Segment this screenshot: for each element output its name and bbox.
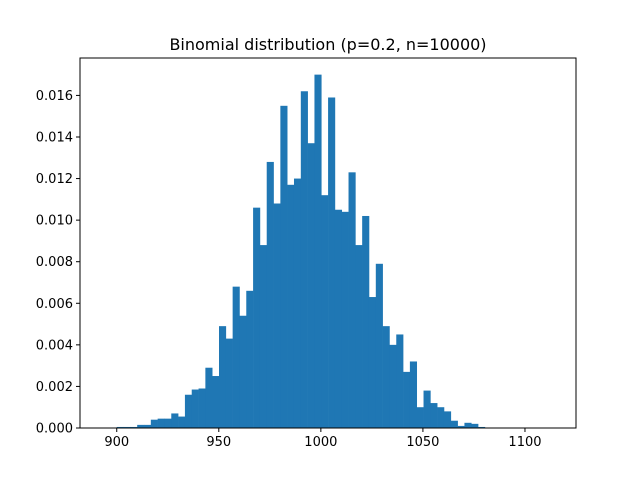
x-axis-ticks: 900 950 1000 1050 1100 <box>104 428 542 450</box>
histogram-bar <box>321 195 329 428</box>
histogram-bar <box>423 390 431 428</box>
x-tick-label: 950 <box>206 435 231 450</box>
bars-group <box>116 74 486 429</box>
histogram-bar <box>253 207 261 428</box>
histogram-bar <box>150 419 158 428</box>
histogram-bar <box>184 394 193 428</box>
histogram-bar <box>437 407 445 428</box>
histogram-bar <box>443 411 452 428</box>
histogram-bar <box>232 286 240 428</box>
x-tick-label: 1100 <box>508 435 541 450</box>
histogram-bar <box>164 418 172 428</box>
y-tick-label: 0.016 <box>36 89 73 104</box>
histogram-bar <box>266 161 274 428</box>
y-tick-label: 0.002 <box>36 380 73 395</box>
histogram-bar <box>123 426 131 428</box>
histogram-bar <box>157 418 165 428</box>
histogram-bar <box>198 388 206 428</box>
histogram-bar <box>403 371 411 428</box>
histogram-bar <box>130 426 138 428</box>
histogram-bar <box>375 263 383 428</box>
histogram-bar <box>259 245 268 428</box>
chart-title: Binomial distribution (p=0.2, n=10000) <box>169 35 486 54</box>
histogram-bar <box>246 290 254 428</box>
histogram-bar <box>382 326 390 428</box>
histogram-bar <box>328 97 336 429</box>
histogram-bar <box>307 143 315 428</box>
y-tick-label: 0.014 <box>36 130 73 145</box>
histogram-bar <box>348 172 356 428</box>
histogram-bar <box>205 367 213 428</box>
histogram-bar <box>293 178 302 428</box>
histogram-bar <box>212 376 220 428</box>
histogram-bar <box>457 425 465 428</box>
histogram-bar <box>430 403 438 428</box>
plot-area-frame <box>79 57 577 429</box>
histogram-bar <box>471 423 479 428</box>
histogram-bar <box>239 315 247 428</box>
x-tick-label: 1000 <box>304 435 337 450</box>
x-tick-label: 1050 <box>406 435 439 450</box>
histogram-bar <box>334 209 343 428</box>
histogram-bar <box>144 424 152 428</box>
histogram-bar <box>409 361 418 428</box>
histogram-bar <box>191 389 199 428</box>
histogram-bar <box>341 211 349 428</box>
histogram-bar <box>171 413 179 428</box>
histogram-bar <box>137 424 145 428</box>
histogram-bar <box>396 334 404 428</box>
histogram-bar <box>389 344 397 428</box>
histogram-bar <box>273 203 281 428</box>
histogram-bar <box>362 215 370 428</box>
histogram-bar <box>280 105 288 428</box>
y-tick-label: 0.012 <box>36 172 73 187</box>
histogram-bar <box>416 407 424 428</box>
histogram-bar <box>355 245 363 428</box>
histogram-bar <box>116 426 124 428</box>
y-axis-ticks: 0.000 0.002 0.004 0.006 0.008 0.010 0.012 0.014… <box>36 89 80 437</box>
histogram-bar <box>450 420 458 428</box>
histogram-bar <box>300 91 308 428</box>
histogram-bar <box>287 184 295 428</box>
histogram-bar <box>314 74 322 428</box>
x-tick-label: 900 <box>104 435 129 450</box>
histogram-bar <box>368 297 377 428</box>
histogram-bar <box>464 422 472 428</box>
y-tick-label: 0.000 <box>36 422 73 437</box>
histogram-bar <box>225 338 233 428</box>
y-tick-label: 0.006 <box>36 297 73 312</box>
histogram-bar <box>219 326 227 428</box>
histogram-bar <box>178 416 186 428</box>
y-tick-label: 0.004 <box>36 338 73 353</box>
y-tick-label: 0.008 <box>36 255 73 270</box>
y-tick-label: 0.010 <box>36 214 73 229</box>
histogram-bar <box>478 426 486 428</box>
